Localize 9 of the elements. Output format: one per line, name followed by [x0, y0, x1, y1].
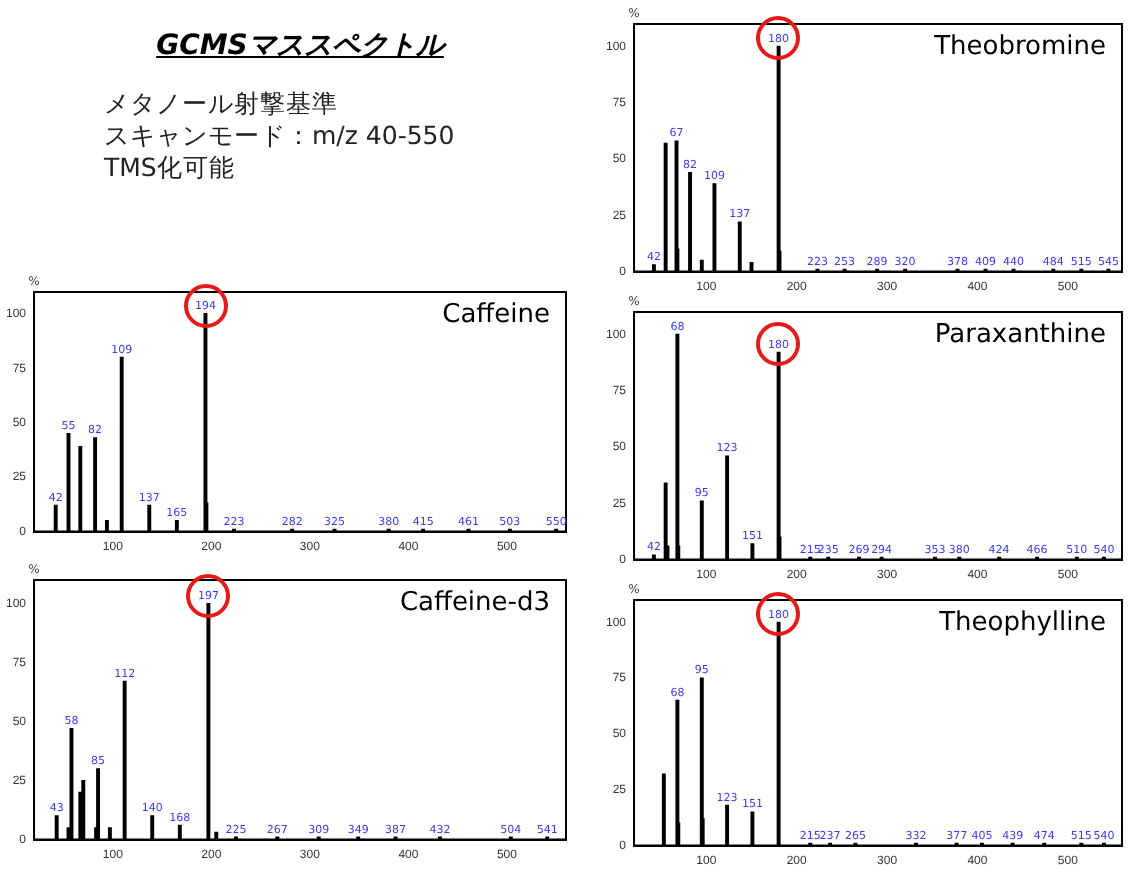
text: GCMSマススペクトル: [154, 28, 449, 64]
text: スキャンモード：m/z 40-550: [104, 120, 457, 152]
chart-title: Caffeine-d3: [399, 587, 550, 618]
chart-title: Caffeine: [442, 299, 550, 330]
text: TMS化可能: [104, 152, 237, 184]
chart-title: Paraxanthine: [934, 319, 1106, 350]
chart-title: Theobromine: [932, 31, 1106, 62]
chart-title: Theophylline: [937, 607, 1106, 638]
text: メタノール射撃基準: [104, 88, 340, 120]
